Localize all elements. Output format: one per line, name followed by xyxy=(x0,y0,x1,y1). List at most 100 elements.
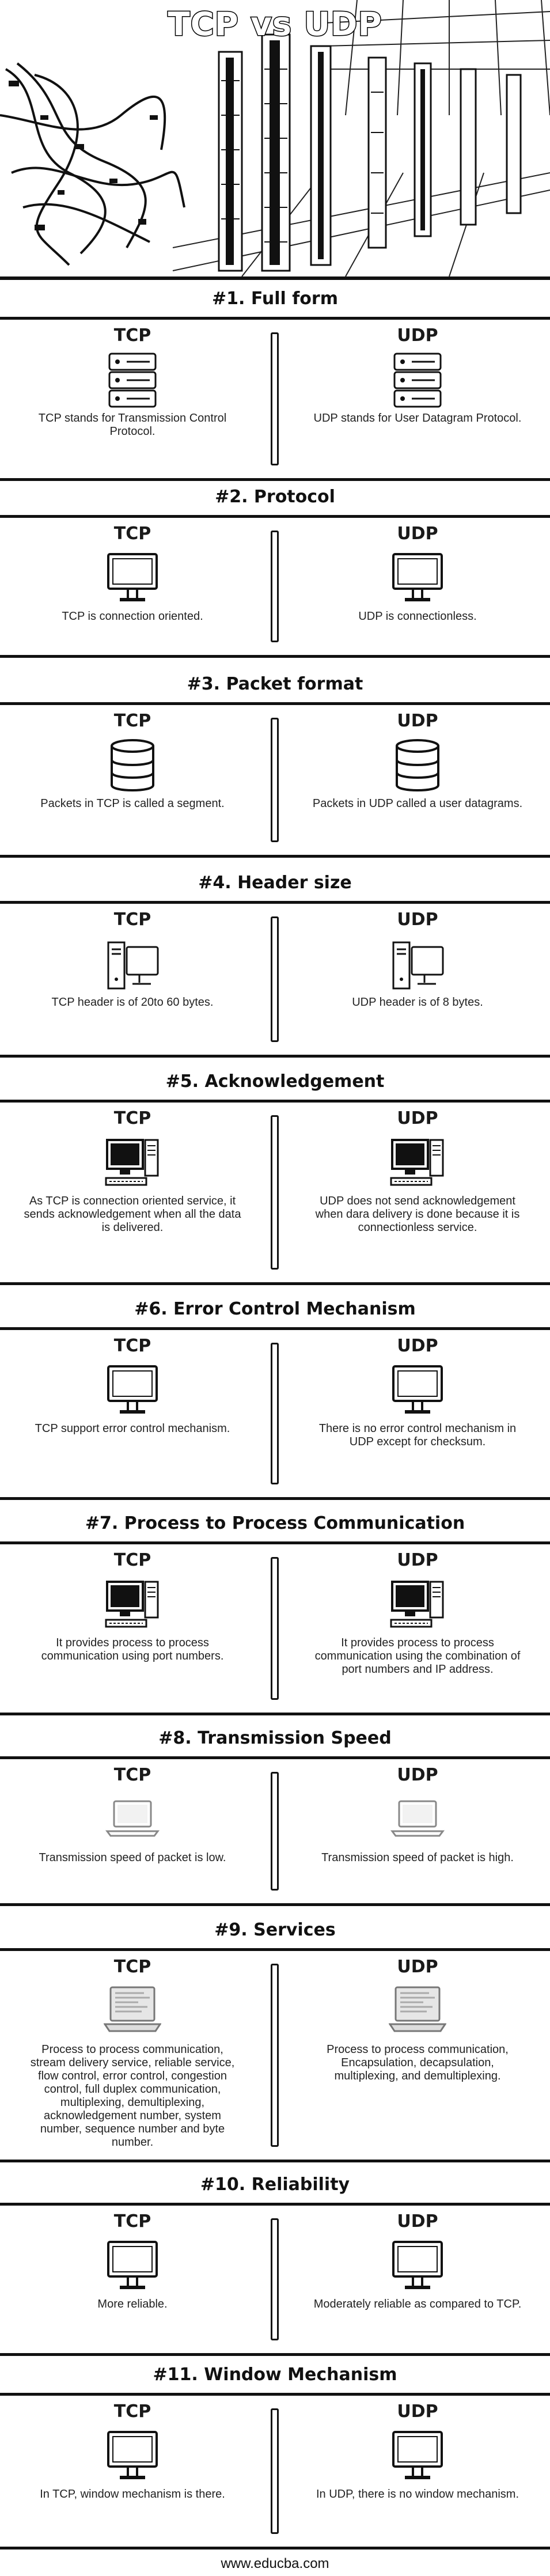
footer-url: www.educba.com xyxy=(221,2556,329,2571)
udp-column: UDP UDP is connectionless. xyxy=(297,518,538,623)
tcp-label: TCP xyxy=(113,1336,151,1356)
udp-column: UDP Packets in UDP called a user datagra… xyxy=(297,705,538,810)
hero-banner: TCP vs UDP xyxy=(0,0,550,280)
comparison-row: TCP More reliable. UDP Moderately reliab… xyxy=(0,2203,550,2356)
udp-label: UDP xyxy=(397,711,438,731)
section-process-communication: #7. Process to Process Communication TCP… xyxy=(0,1505,550,1715)
tcp-label: TCP xyxy=(113,1765,151,1785)
tcp-label: TCP xyxy=(113,2211,151,2232)
divider xyxy=(271,332,279,465)
udp-text: UDP is connectionless. xyxy=(358,610,477,623)
divider xyxy=(271,916,279,1042)
comparison-row: TCP In TCP, window mechanism is there. U… xyxy=(0,2393,550,2550)
section-heading: #3. Packet format xyxy=(187,673,363,694)
tcp-column: TCP Packets in TCP is called a segment. xyxy=(12,705,253,810)
divider xyxy=(271,1772,279,1891)
monitor-icon xyxy=(12,1359,253,1422)
monitor-icon xyxy=(297,547,538,610)
section-header-size: #4. Header size TCP TCP header is of 20t… xyxy=(0,864,550,1058)
udp-column: UDP Process to process communication, En… xyxy=(297,1951,538,2083)
udp-column: UDP There is no error control mechanism … xyxy=(297,1330,538,1449)
udp-label: UDP xyxy=(397,910,438,930)
udp-label: UDP xyxy=(397,2401,438,2422)
tcp-label: TCP xyxy=(113,1108,151,1128)
computer-icon xyxy=(297,1131,538,1195)
laptop-screen-icon xyxy=(297,1980,538,2043)
tcp-label: TCP xyxy=(113,2401,151,2422)
udp-column: UDP UDP does not send acknowledgement wh… xyxy=(297,1103,538,1234)
divider xyxy=(271,531,279,642)
divider xyxy=(271,2218,279,2340)
monitor-icon xyxy=(297,2425,538,2488)
tcp-column: TCP In TCP, window mechanism is there. xyxy=(12,2396,253,2501)
tcp-label: TCP xyxy=(113,711,151,731)
monitor-icon xyxy=(12,2234,253,2298)
udp-column: UDP UDP header is of 8 bytes. xyxy=(297,904,538,1009)
tcp-column: TCP More reliable. xyxy=(12,2206,253,2311)
tcp-text: In TCP, window mechanism is there. xyxy=(40,2488,225,2501)
server-icon xyxy=(12,348,253,412)
section-protocol: #2. Protocol TCP TCP is connection orien… xyxy=(0,478,550,658)
computer-icon xyxy=(297,1573,538,1636)
udp-label: UDP xyxy=(397,1957,438,1977)
udp-text: UDP stands for User Datagram Protocol. xyxy=(313,412,522,425)
computer-icon xyxy=(12,1573,253,1636)
tcp-text: More reliable. xyxy=(97,2298,168,2310)
udp-text: Packets in UDP called a user datagrams. xyxy=(312,797,523,810)
section-heading: #8. Transmission Speed xyxy=(158,1728,392,1748)
comparison-row: TCP Transmission speed of packet is low.… xyxy=(0,1756,550,1906)
tcp-label: TCP xyxy=(113,524,151,544)
monitor-icon xyxy=(12,2425,253,2488)
computer-icon xyxy=(12,1131,253,1195)
desktop-tower-icon xyxy=(12,933,253,996)
section-transmission-speed: #8. Transmission Speed TCP Transmission … xyxy=(0,1719,550,1906)
monitor-icon xyxy=(297,1359,538,1422)
tcp-label: TCP xyxy=(113,325,151,346)
comparison-row: TCP TCP stands for Transmission Control … xyxy=(0,317,550,481)
tcp-label: TCP xyxy=(113,910,151,930)
tcp-text: As TCP is connection oriented service, i… xyxy=(24,1195,241,1234)
udp-label: UDP xyxy=(397,325,438,346)
tcp-text: TCP is connection oriented. xyxy=(62,610,203,623)
database-icon xyxy=(297,734,538,797)
section-heading: #4. Header size xyxy=(198,872,352,893)
tcp-text: Process to process communication, stream… xyxy=(30,2043,235,2149)
server-icon xyxy=(297,348,538,412)
tcp-column: TCP Transmission speed of packet is low. xyxy=(12,1759,253,1865)
section-heading: #9. Services xyxy=(214,1919,336,1940)
udp-text: Moderately reliable as compared to TCP. xyxy=(313,2298,522,2310)
tcp-column: TCP TCP stands for Transmission Control … xyxy=(12,320,253,438)
server-room-illustration xyxy=(0,0,550,276)
laptop-screen-icon xyxy=(12,1980,253,2043)
comparison-row: TCP TCP support error control mechanism.… xyxy=(0,1327,550,1500)
comparison-row: TCP TCP header is of 20to 60 bytes. UDP … xyxy=(0,901,550,1058)
udp-label: UDP xyxy=(397,1765,438,1785)
section-error-control: #6. Error Control Mechanism TCP TCP supp… xyxy=(0,1290,550,1500)
tcp-label: TCP xyxy=(113,1957,151,1977)
udp-text: It provides process to process communica… xyxy=(314,1636,521,1676)
tcp-label: TCP xyxy=(113,1550,151,1570)
udp-label: UDP xyxy=(397,524,438,544)
udp-column: UDP Transmission speed of packet is high… xyxy=(297,1759,538,1865)
desktop-tower-icon xyxy=(297,933,538,996)
divider xyxy=(271,1115,279,1270)
server-rack xyxy=(218,33,522,272)
section-heading: #11. Window Mechanism xyxy=(153,2364,397,2385)
comparison-row: TCP TCP is connection oriented. UDP UDP … xyxy=(0,515,550,658)
udp-label: UDP xyxy=(397,1550,438,1570)
section-reliability: #10. Reliability TCP More reliable. UDP … xyxy=(0,2166,550,2356)
udp-text: UDP header is of 8 bytes. xyxy=(352,996,483,1009)
udp-text: Transmission speed of packet is high. xyxy=(321,1851,514,1864)
udp-column: UDP Moderately reliable as compared to T… xyxy=(297,2206,538,2311)
page-title: TCP vs UDP xyxy=(167,5,382,44)
udp-text: In UDP, there is no window mechanism. xyxy=(316,2488,519,2501)
tcp-text: It provides process to process communica… xyxy=(41,1636,224,1662)
tcp-text: TCP header is of 20to 60 bytes. xyxy=(51,996,214,1009)
laptop-icon xyxy=(12,1788,253,1851)
tcp-column: TCP It provides process to process commu… xyxy=(12,1544,253,1663)
udp-column: UDP It provides process to process commu… xyxy=(297,1544,538,1676)
tcp-text: Packets in TCP is called a segment. xyxy=(40,797,225,810)
udp-label: UDP xyxy=(397,1108,438,1128)
tcp-column: TCP As TCP is connection oriented servic… xyxy=(12,1103,253,1234)
